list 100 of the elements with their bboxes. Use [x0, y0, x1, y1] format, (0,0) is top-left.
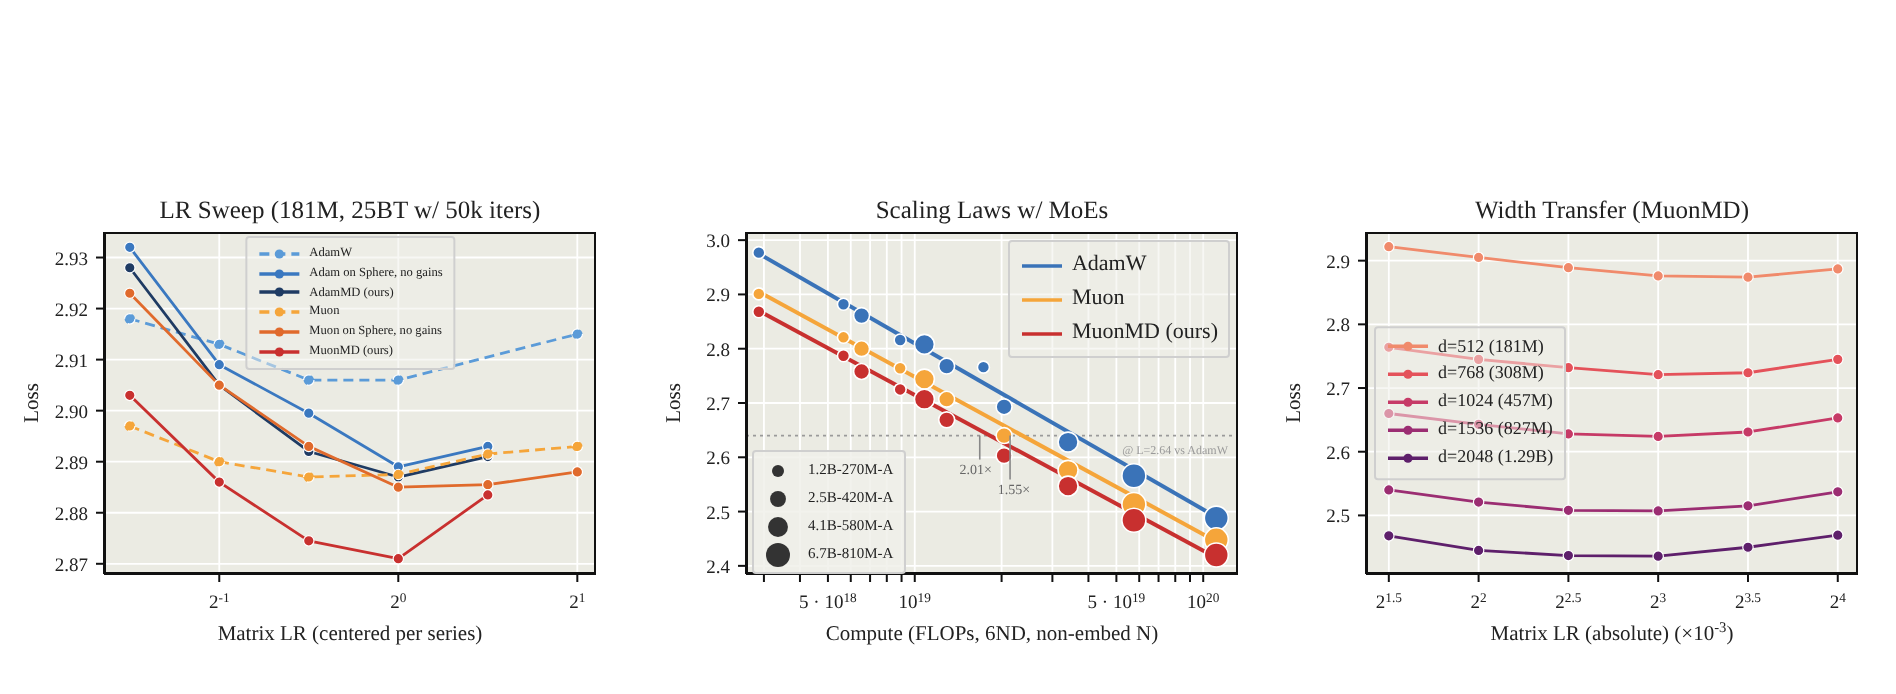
point [1472, 496, 1485, 508]
legend-label: d=768 (308M) [1438, 361, 1544, 388]
point [1383, 240, 1395, 253]
y-tick-label: 2.7 [706, 396, 731, 416]
point [123, 241, 136, 254]
x-axis-title: Compute (FLOPs, 6ND, non-embed N) [825, 624, 1160, 646]
legend-label: d=1024 (457M) [1438, 389, 1553, 416]
x-tick-label: 2$^{2}$ [1470, 591, 1487, 614]
y-tick-label: 2.6 [1326, 444, 1351, 465]
point [1831, 529, 1844, 541]
y-tick-label: 2.4 [706, 558, 731, 579]
point [1383, 407, 1395, 420]
x-axis-title: Matrix LR (absolute) (×10$^{-3}$) [1490, 617, 1735, 646]
point [1831, 412, 1844, 424]
point [392, 552, 405, 565]
y-tick-label: 2.6 [706, 450, 731, 471]
point [123, 287, 136, 300]
point [213, 338, 226, 351]
y-tick-label: 2.9 [706, 287, 731, 308]
point [1472, 353, 1485, 366]
y-tick-label: 3.0 [706, 233, 731, 254]
y-tick-label: 2.7 [1326, 381, 1351, 402]
point [1652, 368, 1664, 381]
y-tick-label: 2.8 [706, 341, 731, 362]
point [302, 535, 315, 547]
y-axis-title: Loss [664, 383, 686, 423]
point [1562, 261, 1575, 274]
point [123, 389, 136, 402]
point [302, 471, 315, 483]
y-tick-label: 2.5 [706, 504, 731, 525]
point [123, 420, 136, 432]
y-tick-label: 2.89 [54, 454, 89, 475]
x-tick-label: 2$^{0}$ [390, 591, 408, 614]
y-tick-label: 2.91 [54, 352, 89, 373]
point [571, 466, 584, 478]
x-axis-title: Matrix LR (centered per series) [217, 624, 484, 646]
x-tick-label: 2$^{1.5}$ [1375, 591, 1404, 614]
chart-title: Scaling Laws w/ MoEs [873, 196, 1111, 226]
point [482, 478, 494, 491]
x-tick-label: 5 · 10$^{18}$ [799, 591, 859, 614]
x-tick-label: 10$^{19}$ [898, 591, 933, 614]
y-tick-label: 2.90 [54, 403, 89, 424]
point [1831, 486, 1844, 498]
y-tick-label: 2.92 [54, 301, 89, 322]
point [302, 407, 315, 420]
y-tick-label: 2.9 [1326, 253, 1351, 274]
point [1562, 428, 1575, 440]
point [1742, 366, 1754, 379]
point [1831, 263, 1844, 275]
legend-label: d=512 (181M) [1438, 333, 1544, 360]
point [1742, 426, 1754, 438]
x-tick-label: 2$^{3.5}$ [1734, 591, 1763, 614]
y-tick-label: 2.5 [1326, 508, 1351, 529]
point [1831, 353, 1844, 366]
x-tick-label: 10$^{20}$ [1187, 591, 1221, 614]
point [1652, 270, 1664, 282]
y-tick-label: 2.87 [54, 556, 89, 577]
point [213, 455, 226, 468]
point [392, 374, 405, 386]
point [1652, 550, 1664, 562]
y-tick-label: 2.93 [54, 250, 89, 271]
y-axis-title: Loss [22, 383, 44, 423]
point [1562, 361, 1575, 374]
point [571, 328, 584, 340]
point [1383, 484, 1395, 496]
point [1742, 271, 1754, 284]
point [571, 440, 584, 453]
legend-label: AdamW [1071, 250, 1147, 280]
x-tick-label: 2$^{3}$ [1650, 591, 1668, 614]
point [1742, 500, 1754, 512]
point [302, 374, 315, 386]
x-tick-label: 2$^{1}$ [569, 591, 586, 614]
chart-title: Width Transfer (MuonMD) [1473, 196, 1751, 226]
point [302, 440, 315, 453]
legend-label: d=1536 (827M) [1438, 416, 1553, 443]
x-tick-label: 5 · 10$^{19}$ [1087, 591, 1147, 614]
legend-label: Muon [1071, 284, 1125, 315]
point [1652, 430, 1664, 443]
point [1742, 541, 1754, 554]
y-tick-label: 2.8 [1326, 317, 1351, 338]
point [123, 312, 136, 325]
y-axis-title: Loss [1284, 383, 1306, 423]
point [392, 481, 405, 494]
y-tick-label: 2.88 [54, 505, 89, 526]
x-tick-label: 2$^{4}$ [1829, 591, 1848, 614]
legend-label: d=2048 (1.29B) [1438, 444, 1554, 471]
point [1472, 251, 1485, 264]
point [482, 489, 494, 501]
legend-label: MuonMD (ours) [1071, 318, 1218, 349]
point [1472, 544, 1485, 557]
chart-title: LR Sweep (181M, 25BT w/ 50k iters) [157, 196, 543, 226]
point [1562, 504, 1575, 517]
point [1562, 549, 1575, 562]
point [1652, 505, 1664, 517]
point [213, 358, 226, 371]
point [1383, 529, 1395, 542]
point [123, 261, 136, 274]
x-tick-label: 2$^{-1}$ [208, 591, 230, 614]
point [213, 476, 226, 488]
x-tick-label: 2$^{2.5}$ [1555, 591, 1583, 614]
